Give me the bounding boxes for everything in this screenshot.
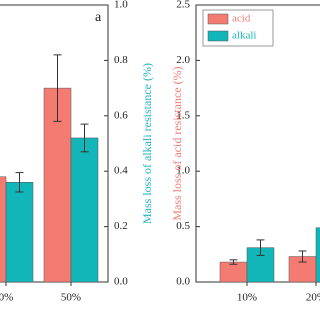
x-tick-label: 0% [0, 292, 13, 304]
y-tick-label: 0.0 [176, 276, 190, 288]
y-tick-label: 2.0 [176, 54, 190, 66]
bar [0, 176, 7, 283]
bar [315, 227, 320, 283]
y-tick-label: 1.0 [176, 165, 190, 177]
y-tick-label: 0.0 [114, 276, 128, 288]
y-tick-label: 1.0 [114, 0, 128, 11]
x-tick-label: 10% [237, 292, 257, 304]
y-tick-label: 1.5 [176, 109, 190, 121]
panel-label: a [95, 10, 102, 25]
legend-label: alkali [232, 30, 256, 42]
y-tick-label: 0.2 [114, 220, 128, 232]
legend-swatch [207, 13, 229, 25]
y-tick-label: 0.6 [114, 109, 128, 121]
y-tick-label: 0.4 [114, 165, 128, 177]
x-tick-label: 50% [61, 292, 81, 304]
bar [70, 137, 99, 283]
bar [5, 182, 34, 283]
y-axis-label: Mass loss of acid resistance (%) [170, 66, 184, 220]
x-tick-label: 20% [306, 292, 320, 304]
legend-swatch [207, 30, 229, 42]
y-axis-label: Mass loss of alkali resistance (%) [140, 63, 154, 224]
y-tick-label: 2.5 [176, 0, 190, 11]
plot-frame [195, 4, 320, 283]
legend-label: acid [232, 13, 251, 25]
y-tick-label: 0.8 [114, 54, 128, 66]
y-tick-label: 0.5 [176, 220, 190, 232]
bar [219, 261, 248, 283]
